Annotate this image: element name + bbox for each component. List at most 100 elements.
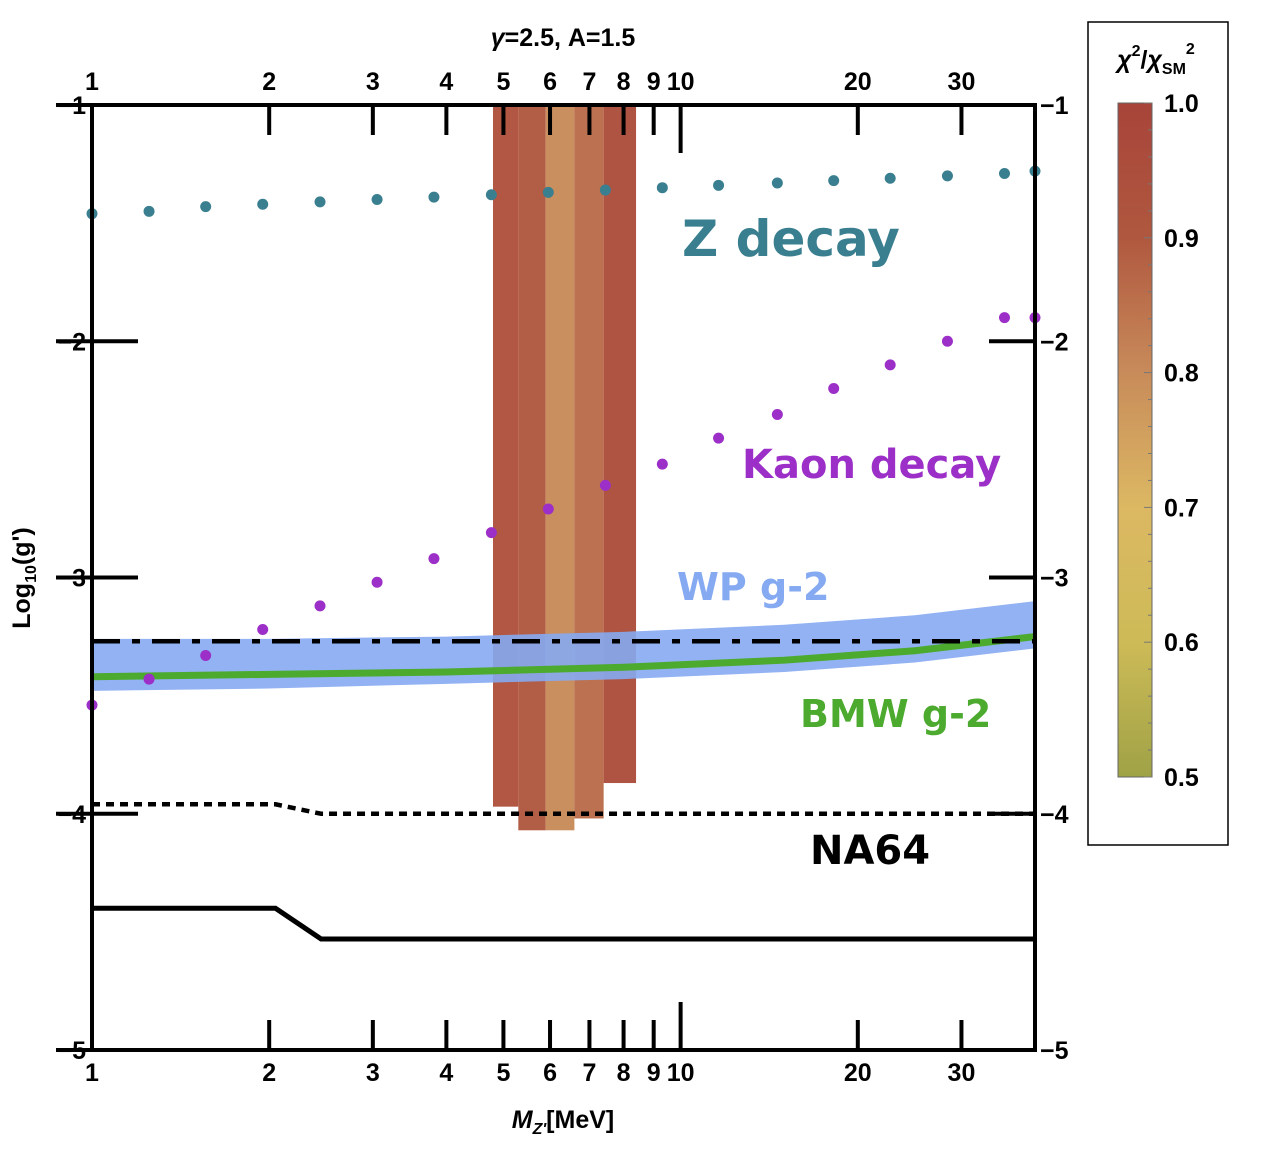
y-axis-title: Log10(g') <box>8 527 40 629</box>
colorbar-title-sup: 2 <box>1132 43 1141 60</box>
annotation-z-decay: Z decay <box>682 210 900 268</box>
z-decay-point <box>713 179 725 191</box>
x-tick-label-bottom: 10 <box>667 1059 695 1087</box>
line-layer <box>91 633 1036 942</box>
y-tick-label-right: −4 <box>1040 801 1069 829</box>
z-decay-point <box>998 168 1010 180</box>
na64-dotted-line <box>92 802 1035 816</box>
x-tick-label-bottom: 9 <box>647 1059 661 1087</box>
chart-title: γ=2.5, A=1.5 <box>491 24 636 52</box>
x-tick-label-bottom: 3 <box>366 1059 380 1087</box>
heatmap-cell-4 <box>603 105 637 784</box>
colorbar-tick-label: 0.5 <box>1164 764 1199 792</box>
colorbar-gradient <box>1117 102 1153 778</box>
heatmap-cell-0 <box>492 105 519 807</box>
y-tick-label-left: −1 <box>57 92 86 120</box>
x-tick-label-top: 3 <box>366 68 380 96</box>
x-axis-title-rest: [MeV] <box>546 1106 614 1134</box>
annotation-wp-g2: WP g-2 <box>677 565 829 609</box>
z-decay-point <box>884 172 896 184</box>
na64-line <box>92 905 1035 942</box>
annotation-kaon-decay: Kaon decay <box>742 442 1001 488</box>
kaon-decay-point <box>713 432 725 444</box>
kaon-decay-point <box>599 479 611 491</box>
z-decay-point <box>314 196 326 208</box>
kaon-decay-point <box>257 623 269 635</box>
y-axis-title-sub: 10 <box>23 565 40 583</box>
x-tick-label-top: 1 <box>85 68 99 96</box>
colorbar-tick-label: 0.7 <box>1164 494 1199 522</box>
z-decay-point <box>371 194 383 205</box>
kaon-decay-point <box>314 600 326 612</box>
colorbar-title-chi2: χ <box>1144 46 1163 74</box>
annotation-na64: NA64 <box>810 828 930 874</box>
bmw-line <box>91 633 1036 681</box>
kaon-decay-point <box>884 359 896 371</box>
y-axis-title-pre: Log <box>8 583 36 629</box>
kaon-decay-point <box>828 383 840 394</box>
x-axis-title: MZ'[MeV] <box>512 1106 614 1138</box>
colorbar-box <box>1087 21 1229 846</box>
z-decay-point <box>771 177 783 189</box>
x-tick-label-top: 8 <box>617 68 631 96</box>
x-tick-label-bottom: 2 <box>262 1059 276 1087</box>
title-gamma: γ <box>491 24 507 52</box>
kaon-decay-point <box>371 576 383 588</box>
z-decay-point <box>143 205 155 217</box>
x-tick-label-top: 7 <box>582 68 596 96</box>
wp-band-layer <box>92 601 1035 691</box>
x-tick-label-bottom: 20 <box>844 1059 872 1087</box>
kaon-decay-point <box>771 408 783 420</box>
kaon-decay-point <box>143 673 155 685</box>
heatmap-cell-1 <box>518 105 546 831</box>
x-tick-label-top: 5 <box>496 68 510 96</box>
x-axis-title-sub: Z' <box>532 1121 548 1138</box>
x-tick-label-bottom: 7 <box>582 1059 596 1087</box>
colorbar-title-sub: SM <box>1162 61 1186 78</box>
kaon-decay-point <box>941 335 953 347</box>
kaon-decay-point <box>998 312 1010 324</box>
y-tick-label-right: −3 <box>1040 565 1069 593</box>
colorbar-tick-label: 0.9 <box>1164 225 1199 253</box>
x-tick-label-bottom: 5 <box>496 1059 510 1087</box>
colorbar-tick-label: 1.0 <box>1164 90 1199 118</box>
z-decay-point <box>941 170 953 182</box>
z-decay-point <box>542 186 554 198</box>
y-tick-label-right: −2 <box>1040 328 1069 356</box>
annotation-bmw-g2: BMW g-2 <box>800 692 991 736</box>
x-tick-label-top: 9 <box>647 68 661 96</box>
title-rest: =2.5, A=1.5 <box>505 24 636 52</box>
y-tick-label-left: −4 <box>57 801 86 829</box>
z-decay-point <box>599 184 611 196</box>
y-tick-label-left: −5 <box>57 1037 86 1065</box>
x-tick-label-bottom: 1 <box>85 1059 99 1087</box>
colorbar-title-slash: / <box>1141 46 1148 74</box>
wp-band <box>92 601 1035 691</box>
x-tick-label-top: 20 <box>844 68 872 96</box>
colorbar-tick-label: 0.6 <box>1164 629 1199 657</box>
heatmap-cell-3 <box>574 105 604 819</box>
heatmap-layer <box>492 105 637 831</box>
colorbar-tick-label: 0.8 <box>1164 360 1199 388</box>
kaon-decay-point <box>485 527 497 539</box>
x-tick-label-top: 6 <box>543 68 557 96</box>
y-tick-label-left: −2 <box>57 328 86 356</box>
kaon-decay-point <box>542 503 554 515</box>
x-axis-title-base: M <box>512 1106 534 1134</box>
x-tick-label-bottom: 30 <box>948 1059 976 1087</box>
kaon-decay-point <box>656 458 668 470</box>
x-tick-label-top: 2 <box>262 68 276 96</box>
colorbar-title-sup2: 2 <box>1186 41 1195 58</box>
z-decay-point <box>485 189 497 201</box>
x-tick-label-top: 30 <box>948 68 976 96</box>
x-tick-label-top: 4 <box>439 68 453 96</box>
y-tick-label-left: −3 <box>57 565 86 593</box>
z-decay-point <box>656 182 668 194</box>
z-decay-point <box>200 201 212 213</box>
point-layer <box>86 165 1041 711</box>
z-decay-point <box>428 191 440 203</box>
colorbar-title-chi: χ <box>1114 46 1133 74</box>
kaon-decay-point <box>428 553 440 565</box>
